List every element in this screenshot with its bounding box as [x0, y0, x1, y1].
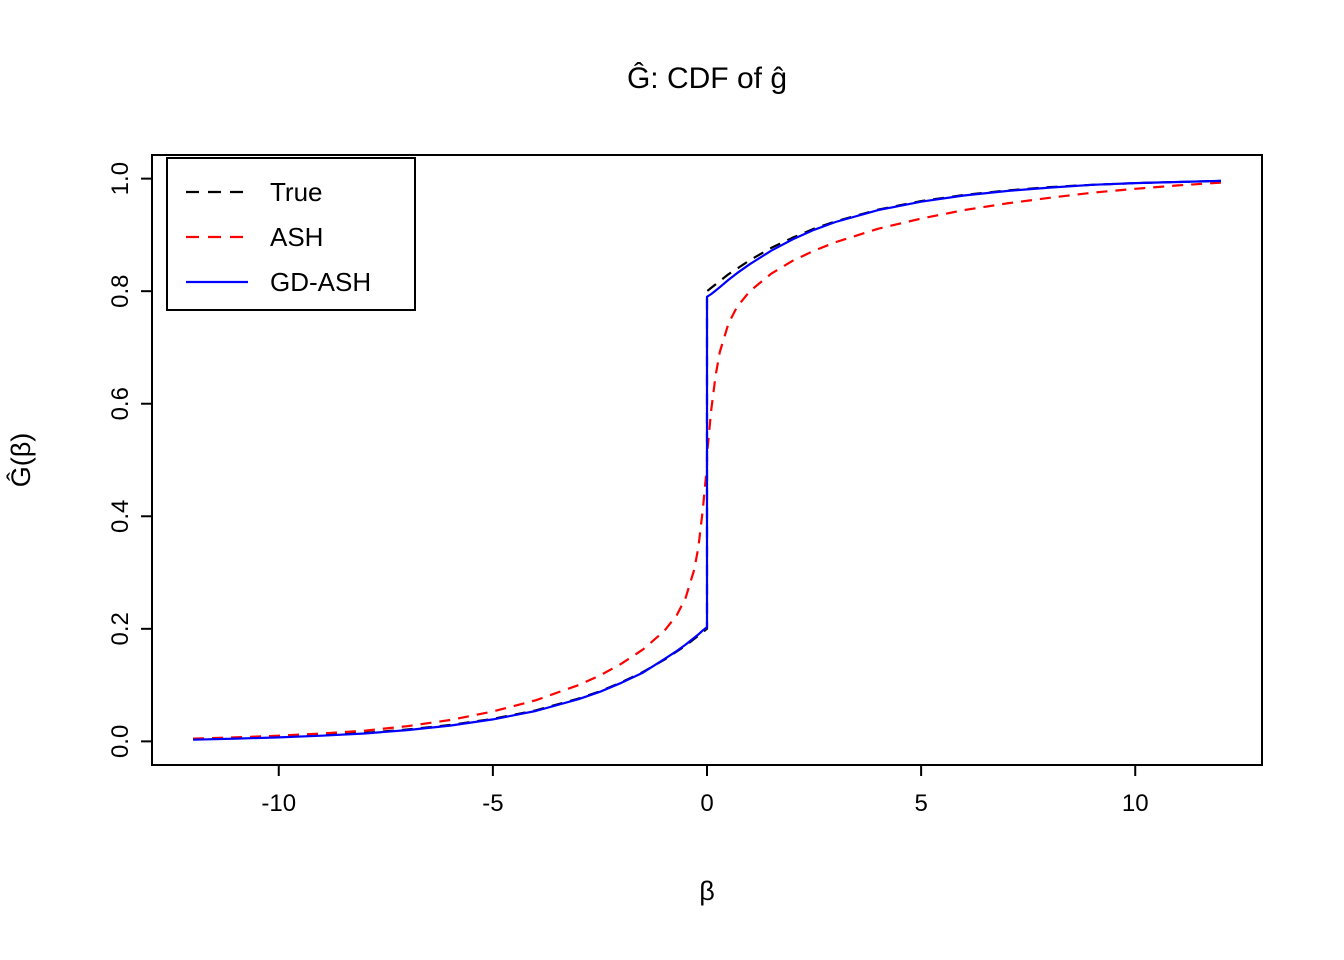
y-axis-ticks: 0.0 0.2 0.4 0.6 0.8 1.0	[107, 162, 152, 758]
y-axis-label: Ĝ(β)	[5, 433, 36, 488]
y-tick-label: 0.4	[107, 500, 134, 533]
x-axis-label: β	[699, 876, 715, 906]
x-tick-label: -5	[482, 790, 503, 817]
series-gd-ash	[193, 179, 1221, 741]
x-tick-label: 0	[700, 790, 713, 817]
legend-label-true: True	[270, 177, 323, 207]
x-tick-label: -10	[261, 790, 296, 817]
legend-label-gd-ash: GD-ASH	[270, 267, 371, 297]
y-tick-label: 0.0	[107, 725, 134, 758]
legend-item-true: True	[186, 177, 323, 207]
x-tick-label: 10	[1122, 790, 1149, 817]
y-tick-label: 0.8	[107, 274, 134, 307]
legend-box	[166, 157, 416, 311]
legend-item-ash: ASH	[186, 222, 323, 252]
legend-label-ash: ASH	[270, 222, 323, 252]
x-axis-ticks: -10 -5 0 5 10	[261, 765, 1149, 817]
y-tick-label: 0.2	[107, 612, 134, 645]
legend: True ASH GD-ASH	[166, 157, 416, 311]
series-curves	[193, 179, 1221, 741]
x-tick-label: 5	[914, 790, 927, 817]
y-tick-label: 1.0	[107, 162, 134, 195]
legend-item-gd-ash: GD-ASH	[186, 267, 371, 297]
chart-title: Ĝ: CDF of ĝ	[627, 61, 787, 95]
y-tick-label: 0.6	[107, 387, 134, 420]
